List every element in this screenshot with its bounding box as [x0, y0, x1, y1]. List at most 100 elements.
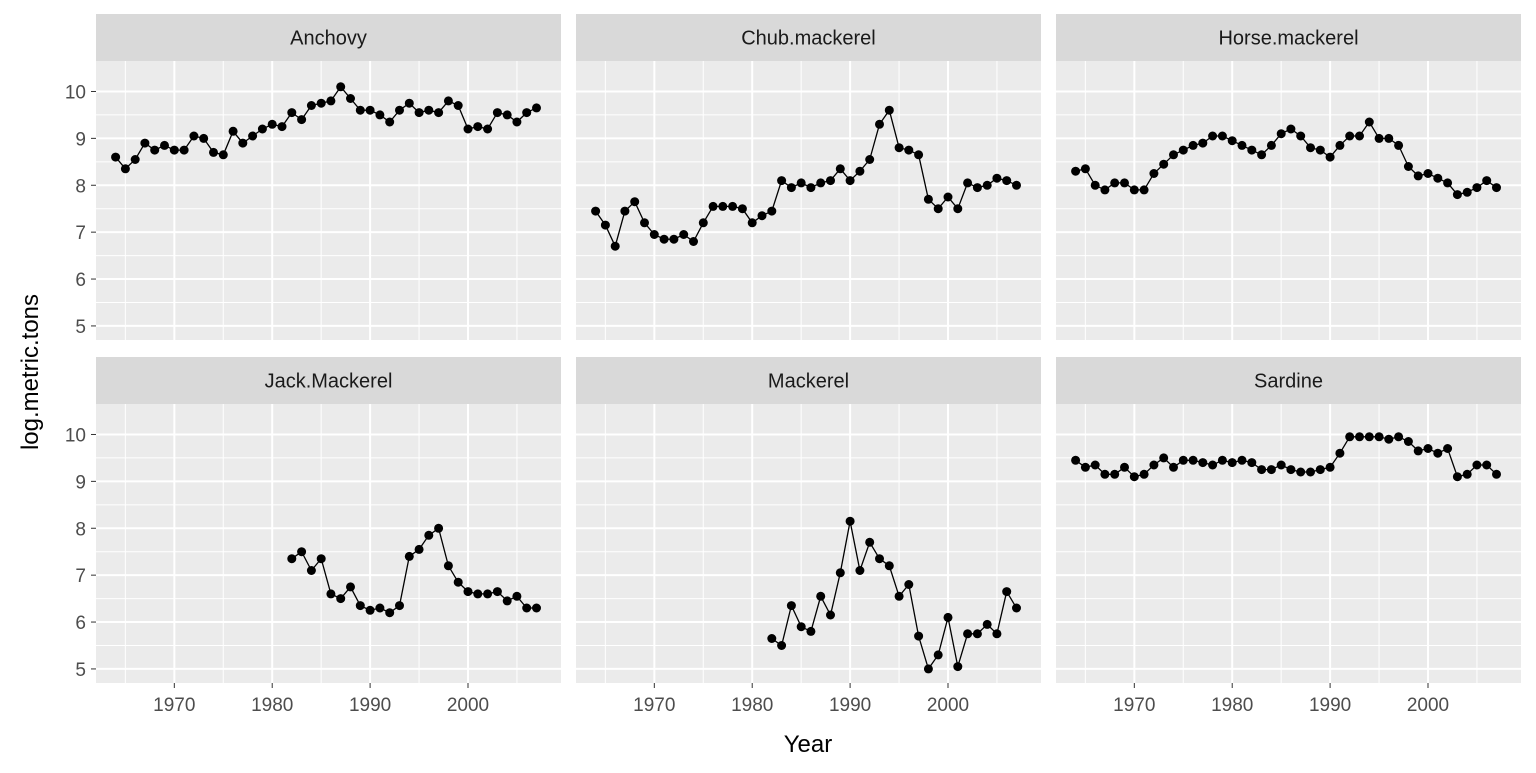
data-point [1208, 460, 1218, 470]
data-point [434, 108, 444, 118]
data-point [287, 108, 297, 118]
x-tick-label: 1990 [829, 695, 871, 716]
facet-strip-label: Mackerel [768, 371, 849, 393]
data-point [1306, 143, 1315, 153]
data-point [855, 166, 865, 176]
x-tick-label: 1980 [251, 695, 293, 716]
data-point [492, 108, 502, 118]
data-point [1286, 124, 1296, 134]
data-point [1188, 455, 1198, 465]
data-point [1276, 129, 1286, 139]
x-axis-title: Year [784, 731, 833, 758]
data-point [884, 105, 894, 115]
data-point [933, 650, 943, 660]
data-point [424, 105, 434, 115]
data-point [1217, 455, 1227, 465]
data-point [532, 103, 541, 113]
data-point [855, 566, 865, 575]
data-point [1090, 180, 1100, 190]
data-point [669, 234, 679, 244]
facet-strip-label: Anchovy [290, 28, 367, 50]
y-tick-label: 8 [75, 176, 86, 197]
facet-mackerel: Mackerel 1970 1980 1990 2000 [576, 357, 1041, 716]
data-point [1159, 159, 1169, 169]
data-point [826, 176, 835, 186]
data-point [434, 523, 444, 533]
panel-background [576, 61, 1041, 340]
data-point [884, 561, 894, 571]
data-point [1227, 458, 1237, 468]
data-point [1276, 460, 1286, 470]
data-point [894, 591, 904, 601]
data-point [287, 554, 297, 564]
data-point [1090, 460, 1100, 470]
facet-strip [1056, 357, 1521, 404]
data-point [1443, 178, 1453, 188]
data-point [1403, 162, 1413, 171]
data-point [816, 591, 826, 601]
data-point [865, 155, 875, 164]
data-point [914, 631, 924, 641]
data-point [1110, 469, 1120, 479]
data-point [1472, 183, 1482, 193]
data-point [1374, 133, 1384, 143]
y-axis-title: log.metric.tons [17, 294, 44, 450]
data-point [1384, 434, 1394, 444]
data-point [1012, 603, 1021, 613]
data-point [1198, 138, 1208, 148]
data-point [845, 176, 855, 186]
data-point [385, 117, 395, 127]
data-point [395, 601, 404, 611]
data-point [1364, 432, 1374, 442]
data-point [257, 124, 267, 134]
data-point [179, 145, 189, 155]
data-point [1071, 455, 1081, 465]
data-point [1482, 176, 1492, 186]
data-point [209, 147, 218, 157]
data-point [875, 119, 884, 129]
data-point [679, 230, 689, 239]
data-point [140, 138, 150, 148]
data-point [1169, 150, 1178, 160]
data-point [689, 237, 698, 246]
y-tick-label: 9 [75, 129, 86, 150]
data-point [806, 626, 816, 636]
data-point [796, 178, 806, 188]
data-point [1472, 460, 1482, 470]
data-point [943, 612, 953, 622]
data-point [1266, 465, 1276, 475]
data-point [865, 537, 875, 547]
data-point [483, 124, 493, 134]
data-point [1335, 448, 1345, 458]
data-point [816, 178, 826, 188]
y-tick-label: 7 [75, 223, 86, 244]
data-point [1188, 140, 1198, 150]
data-point [835, 568, 845, 578]
x-tick-label: 1970 [633, 695, 675, 716]
data-point [1178, 455, 1188, 465]
data-point [1364, 117, 1374, 127]
data-point [316, 554, 326, 564]
data-point [424, 530, 434, 540]
data-point [894, 143, 904, 153]
y-tick-label: 7 [75, 566, 86, 587]
data-point [826, 610, 835, 620]
data-point [218, 150, 228, 160]
facet-strip [576, 14, 1041, 61]
facet-strip-label: Chub.mackerel [741, 28, 876, 50]
data-point [963, 178, 973, 188]
data-point [1492, 183, 1501, 193]
data-point [1403, 437, 1413, 446]
data-point [1149, 169, 1159, 178]
facet-strip [96, 357, 561, 404]
data-point [512, 591, 522, 601]
data-point [1247, 145, 1257, 155]
y-tick-label: 5 [75, 317, 86, 338]
y-tick-label: 5 [75, 660, 86, 681]
data-point [933, 204, 943, 214]
data-point [649, 230, 659, 239]
data-point [375, 110, 385, 120]
data-point [306, 101, 316, 110]
